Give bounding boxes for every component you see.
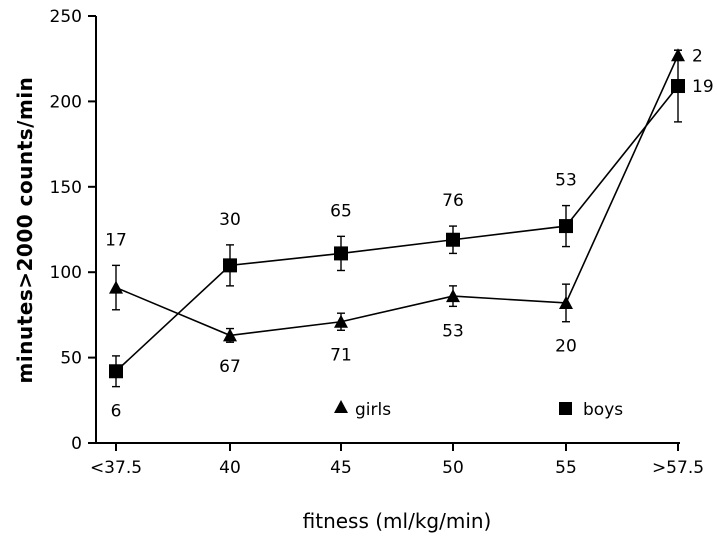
y-tick-label: 0 [71,434,82,454]
boys-point [559,219,573,234]
girls-point [334,314,348,328]
girls-count-label: 17 [105,230,127,250]
legend-boys-label: boys [583,400,623,420]
y-tick-label: 50 [60,349,82,369]
boys-point [671,79,685,94]
x-tick-label: 55 [555,458,577,478]
boys-count-label: 76 [442,191,464,211]
girls-series-line [115,54,679,337]
series-layer [109,48,685,388]
axes: 0 50 100 150 200 250 <37.5 40 45 50 55 >57.5 [50,7,705,478]
x-tick-label: 45 [330,458,352,478]
boys-point [223,258,237,273]
y-axis-title: minutes>2000 counts/min [13,77,37,384]
girls-point [223,328,237,342]
boys-count-label: 65 [330,201,352,221]
girls-point [109,280,123,294]
boys-count-label: 53 [555,171,577,191]
y-tick-label: 150 [50,178,82,198]
girls-count-label: 2 [692,46,703,66]
count-labels: 17 67 71 53 20 2 6 30 65 76 53 19 [105,46,713,421]
x-axis-title: fitness (ml/kg/min) [303,509,492,533]
x-tick-label: 50 [442,458,464,478]
boys-point [446,232,460,247]
boys-point [109,364,123,379]
girls-count-label: 53 [442,321,464,341]
legend: girls boys [334,400,623,420]
legend-girls-triangle-icon [334,400,348,413]
y-tick-label: 250 [50,7,82,27]
x-tick-label: <37.5 [90,458,142,478]
girls-count-label: 67 [219,357,241,377]
y-tick-label: 200 [50,92,82,112]
boys-count-label: 6 [111,402,122,422]
girls-count-label: 20 [555,337,577,357]
boys-series-line [115,85,679,372]
boys-count-label: 30 [219,210,241,230]
boys-point [334,246,348,261]
x-tick-label: >57.5 [652,458,704,478]
x-tick-label: 40 [219,458,241,478]
legend-boys-square-icon [559,402,572,415]
y-tick-label: 100 [50,263,82,283]
girls-point [559,295,573,309]
girls-count-label: 71 [330,345,352,365]
boys-count-label: 19 [692,77,714,97]
girls-point [446,289,460,303]
legend-girls-label: girls [355,400,391,420]
